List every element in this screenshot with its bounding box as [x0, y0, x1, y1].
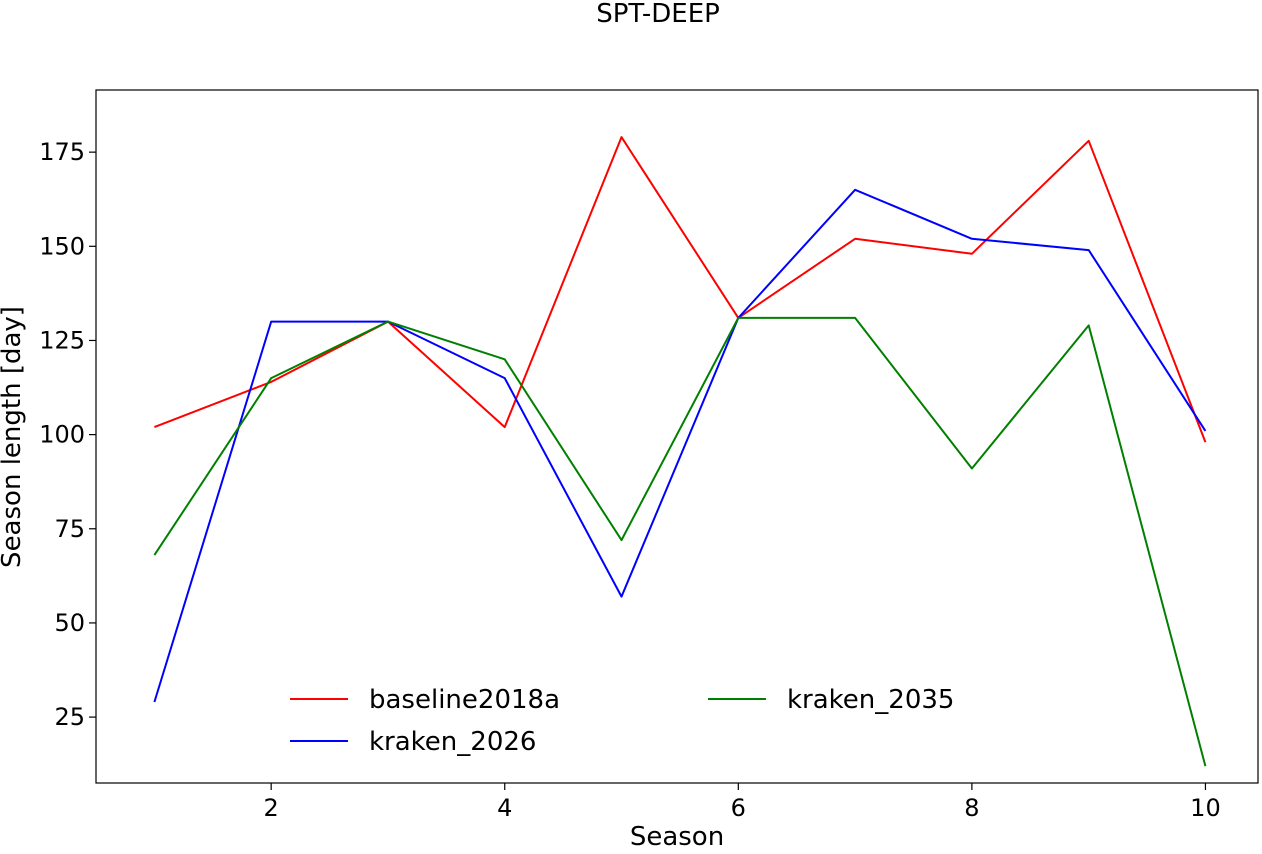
x-axis-label: Season: [630, 822, 724, 852]
y-tick-label: 100: [39, 421, 85, 449]
y-axis: 25 50 75 100 125 150 175: [39, 138, 96, 731]
plot-frame: [95, 89, 1259, 784]
x-axis: 2 4 6 8 10: [264, 783, 1221, 822]
x-tick-label: 6: [731, 794, 746, 822]
series-line-kraken-2035: [153, 316, 1207, 767]
x-tick-label: 10: [1190, 794, 1221, 822]
x-tick-label: 2: [264, 794, 279, 822]
y-tick-label: 25: [54, 703, 85, 731]
y-tick-label: 50: [54, 609, 85, 637]
x-tick-label: 8: [964, 794, 979, 822]
series-line-kraken-2026: [153, 188, 1207, 703]
series-line-baseline2018a: [154, 136, 1207, 443]
series-layer: [153, 136, 1207, 767]
legend-label: kraken_2026: [369, 727, 536, 757]
y-tick-label: 150: [39, 232, 85, 260]
legend-label: kraken_2035: [787, 685, 954, 715]
y-tick-label: 175: [39, 138, 85, 166]
legend-label: baseline2018a: [369, 685, 560, 715]
x-tick-label: 4: [497, 794, 512, 822]
y-tick-label: 125: [39, 326, 85, 354]
y-axis-label: Season length [day]: [0, 306, 27, 568]
chart-title: SPT-DEEP: [596, 0, 720, 29]
legend: baseline2018a kraken_2026 kraken_2035: [290, 685, 954, 757]
y-tick-label: 75: [54, 515, 85, 543]
